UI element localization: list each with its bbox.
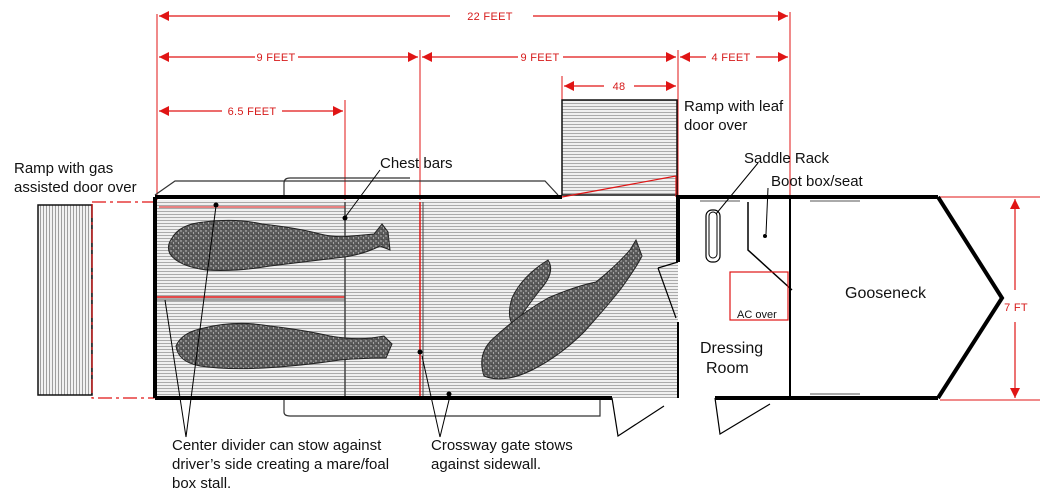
ac-unit-box bbox=[729, 271, 789, 321]
dim-dressing-text: 4 FEET bbox=[711, 52, 750, 64]
dimension-dressing-room: 4 FEET bbox=[680, 52, 788, 64]
side-ramp bbox=[561, 99, 678, 198]
crossway-gate-label-line-1: Crossway gate stows bbox=[431, 437, 573, 454]
dressing-room-label-line-1: Dressing bbox=[700, 340, 763, 357]
dimension-width: 7 FT bbox=[1004, 199, 1028, 398]
rear-ramp bbox=[37, 201, 155, 399]
dimension-stall-length: 6.5 FEET bbox=[159, 106, 343, 118]
dim-overall-text: 22 FEET bbox=[467, 11, 513, 23]
roof-outlines bbox=[154, 177, 601, 417]
ac-over-label: AC over bbox=[737, 309, 777, 321]
dim-front-text: 9 FEET bbox=[256, 52, 295, 64]
rear-ramp-label-line-2: assisted door over bbox=[14, 179, 137, 196]
center-divider-label-line-1: Center divider can stow against bbox=[172, 437, 382, 454]
dressing-room-door bbox=[611, 397, 771, 438]
chest-bars-label: Chest bars bbox=[380, 155, 453, 172]
dimension-front-section: 9 FEET bbox=[159, 52, 418, 64]
side-ramp-label-line-1: Ramp with leaf bbox=[684, 98, 784, 115]
horse-top-stall bbox=[167, 219, 391, 271]
dressing-room-label-line-2: Room bbox=[706, 360, 749, 377]
dim-ramp-text: 48 bbox=[613, 81, 626, 93]
boot-box-label: Boot box/seat bbox=[771, 173, 864, 190]
dimension-rear-section: 9 FEET bbox=[422, 52, 676, 64]
escape-door bbox=[657, 261, 679, 319]
horse-box-stall bbox=[481, 238, 643, 380]
dim-stall-text: 6.5 FEET bbox=[228, 106, 277, 118]
trailer-outline bbox=[153, 195, 1005, 400]
side-ramp-label-line-2: door over bbox=[684, 117, 747, 134]
gooseneck-label: Gooseneck bbox=[845, 285, 927, 302]
rear-ramp-label-line-1: Ramp with gas bbox=[14, 160, 113, 177]
dimension-ramp-width: 48 bbox=[564, 81, 676, 93]
dim-rear-text: 9 FEET bbox=[520, 52, 559, 64]
leader-lines bbox=[164, 162, 769, 438]
center-divider-label-line-2: driver’s side creating a mare/foal bbox=[172, 456, 389, 473]
saddle-rack-label: Saddle Rack bbox=[744, 150, 830, 167]
center-divider-label-line-3: box stall. bbox=[172, 475, 231, 492]
saddle-rack-icon bbox=[705, 209, 767, 263]
crossway-gate-label-line-2: against sidewall. bbox=[431, 456, 541, 473]
extension-lines bbox=[156, 12, 1040, 401]
dimension-overall: 22 FEET bbox=[159, 11, 788, 23]
horse-bottom-stall bbox=[175, 322, 393, 370]
dim-width-text: 7 FT bbox=[1004, 302, 1028, 314]
